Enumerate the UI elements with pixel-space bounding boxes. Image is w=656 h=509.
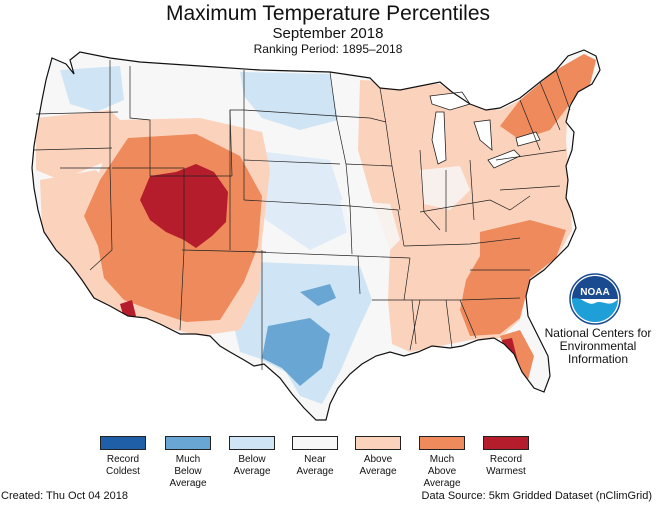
logo-text: NOAA <box>580 287 609 298</box>
map-title: Maximum Temperature Percentiles <box>165 2 491 25</box>
legend-record-warmest: Record Warmest <box>476 436 536 478</box>
legend-swatch <box>483 436 529 450</box>
legend-swatch <box>355 436 401 450</box>
organization-name: National Centers for Environmental Infor… <box>544 326 652 366</box>
legend-swatch <box>292 436 338 450</box>
legend-much-below-average: Much Below Average <box>158 436 218 490</box>
legend-swatch <box>229 436 275 450</box>
legend-above-average: Above Average <box>348 436 408 478</box>
created-date: Created: Thu Oct 04 2018 <box>1 490 128 502</box>
legend-swatch <box>165 436 211 450</box>
legend-label: Record Warmest <box>486 454 526 477</box>
legend-swatch <box>100 436 146 450</box>
legend-much-above-average: Much Above Average <box>412 436 472 490</box>
legend-record-coldest: Record Coldest <box>93 436 153 478</box>
legend-swatch <box>419 436 465 450</box>
legend-label: Much Above Average <box>423 454 461 489</box>
legend-label: Above Average <box>359 454 397 477</box>
legend-label: Much Below Average <box>169 454 207 489</box>
legend-label: Below Average <box>233 454 271 477</box>
legend-below-average: Below Average <box>222 436 282 478</box>
noaa-logo-icon: NOAA <box>569 273 621 325</box>
data-source: Data Source: 5km Gridded Dataset (nClimG… <box>421 490 652 502</box>
ranking-period: Ranking Period: 1895–2018 <box>253 42 403 56</box>
legend-near-average: Near Average <box>285 436 345 478</box>
map-subtitle: September 2018 <box>272 25 384 42</box>
legend-label: Record Coldest <box>106 454 140 477</box>
legend-label: Near Average <box>296 454 334 477</box>
